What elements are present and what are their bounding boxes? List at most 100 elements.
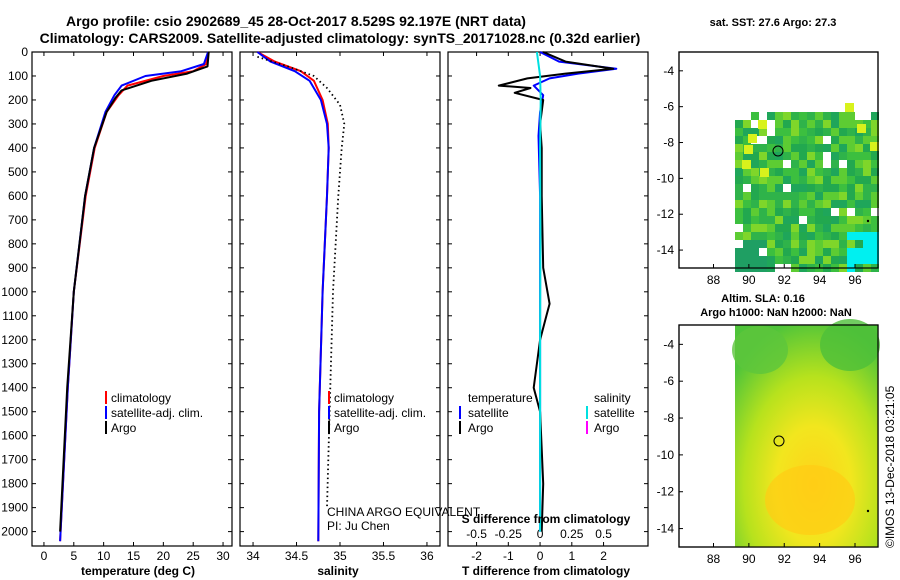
depth-tick-label: 1400 bbox=[1, 381, 28, 395]
sst-cell bbox=[871, 240, 879, 248]
sst-cell bbox=[847, 136, 855, 144]
sst-cell bbox=[799, 152, 807, 160]
sst-cell bbox=[743, 248, 751, 256]
map-lon-label: 94 bbox=[813, 273, 827, 287]
sst-cell bbox=[823, 208, 831, 216]
argo-position-marker bbox=[772, 145, 784, 157]
sst-cell bbox=[823, 176, 831, 184]
sst-cell bbox=[735, 224, 743, 232]
sst-cell bbox=[743, 136, 751, 144]
sst-cell bbox=[735, 232, 743, 240]
sst-cell bbox=[871, 248, 879, 256]
sst-cell bbox=[751, 128, 759, 136]
sst-cell bbox=[847, 120, 855, 128]
sst-cell bbox=[839, 216, 847, 224]
sst-cell bbox=[783, 184, 791, 192]
sst-cell bbox=[767, 216, 775, 224]
sst-cell bbox=[855, 232, 863, 240]
sst-cell bbox=[735, 192, 743, 200]
sst-cell bbox=[855, 208, 863, 216]
sst-cell bbox=[775, 200, 783, 208]
sla-map-ticks: -4 -6 -8 -10 -12 -14 88 90 92 94 96 bbox=[657, 337, 862, 566]
sst-cell bbox=[871, 128, 879, 136]
sst-cell bbox=[743, 120, 751, 128]
sst-cell bbox=[871, 168, 879, 176]
sst-cell bbox=[807, 184, 815, 192]
depth-tick-label: 0 bbox=[21, 45, 28, 59]
x-tick-label: 36 bbox=[420, 549, 434, 563]
sst-cell bbox=[847, 232, 855, 240]
sst-cell bbox=[855, 248, 863, 256]
sst-cell bbox=[799, 200, 807, 208]
sst-cell bbox=[815, 152, 823, 160]
sst-cell bbox=[799, 216, 807, 224]
sst-map-ticks: -4 -6 -8 -10 -12 -14 88 90 92 94 96 bbox=[657, 64, 862, 287]
sst-cell bbox=[743, 232, 751, 240]
sst-cell bbox=[807, 176, 815, 184]
sst-cell bbox=[775, 176, 783, 184]
sst-cell bbox=[823, 200, 831, 208]
sst-cell bbox=[791, 136, 799, 144]
sst-cell bbox=[871, 160, 879, 168]
sst-cell bbox=[767, 128, 775, 136]
salinity-series-satellite-adj-clim- bbox=[256, 51, 330, 542]
sst-cell bbox=[807, 136, 815, 144]
sst-cell bbox=[735, 200, 743, 208]
sst-cell bbox=[839, 136, 847, 144]
x-tick-label: 34 bbox=[246, 549, 260, 563]
sst-cell bbox=[847, 160, 855, 168]
profile-series bbox=[59, 51, 618, 542]
sst-cell bbox=[743, 168, 751, 176]
map-lon-label: 92 bbox=[778, 552, 792, 566]
sst-cell bbox=[783, 136, 791, 144]
sst-cell bbox=[823, 144, 831, 152]
temperature-panel-frame bbox=[31, 51, 233, 547]
sst-cell bbox=[863, 208, 871, 216]
sst-cell bbox=[767, 240, 775, 248]
temperature-xlabel: temperature (deg C) bbox=[81, 564, 195, 578]
sst-cell bbox=[839, 256, 847, 264]
sst-cell bbox=[743, 176, 751, 184]
x2-tick-label: -0.25 bbox=[495, 527, 523, 541]
sst-cell bbox=[743, 128, 751, 136]
difference-series-t-satellite bbox=[532, 51, 618, 532]
sst-cell bbox=[823, 128, 831, 136]
sst-cell bbox=[751, 232, 759, 240]
x-tick-label: 0 bbox=[41, 549, 48, 563]
sst-cell bbox=[815, 160, 823, 168]
sst-cell bbox=[831, 112, 839, 120]
sst-cell bbox=[823, 160, 831, 168]
sst-cell bbox=[847, 184, 855, 192]
sst-cell bbox=[831, 144, 839, 152]
sst-cell bbox=[831, 136, 839, 144]
difference-series-s-satellite bbox=[535, 51, 542, 532]
sst-cell bbox=[783, 192, 791, 200]
map-lat-label: -4 bbox=[663, 337, 674, 351]
sst-cell-warm bbox=[744, 145, 753, 154]
sst-cell bbox=[863, 256, 871, 264]
legend-label-climatology: climatology bbox=[334, 391, 394, 405]
sst-cell bbox=[839, 128, 847, 136]
sst-cell bbox=[807, 128, 815, 136]
sst-cell bbox=[791, 216, 799, 224]
sst-cell bbox=[847, 112, 855, 120]
legend-label-t-argo: Argo bbox=[468, 421, 494, 435]
legend-label-satellite: satellite-adj. clim. bbox=[334, 406, 426, 420]
sst-cell bbox=[815, 184, 823, 192]
map-lat-label: -6 bbox=[663, 100, 674, 114]
sst-cell bbox=[807, 120, 815, 128]
sst-cell bbox=[863, 160, 871, 168]
map-lat-label: -6 bbox=[663, 374, 674, 388]
sst-cell bbox=[775, 224, 783, 232]
panel-axis-ticks: 0 5 10 15 20 25 30 34 34.5 35 35.5 36 -2 -1 0 1 2 -0.5 -0.… bbox=[41, 52, 612, 563]
sst-cell bbox=[775, 112, 783, 120]
legend-label-s-satellite: satellite bbox=[594, 406, 635, 420]
sst-cell bbox=[847, 256, 855, 264]
sst-cell bbox=[839, 184, 847, 192]
sst-cell bbox=[767, 152, 775, 160]
sst-cell bbox=[767, 160, 775, 168]
sst-cell bbox=[791, 232, 799, 240]
map-lat-label: -8 bbox=[663, 136, 674, 150]
sst-cell bbox=[855, 240, 863, 248]
map-lat-label: -14 bbox=[657, 522, 675, 536]
